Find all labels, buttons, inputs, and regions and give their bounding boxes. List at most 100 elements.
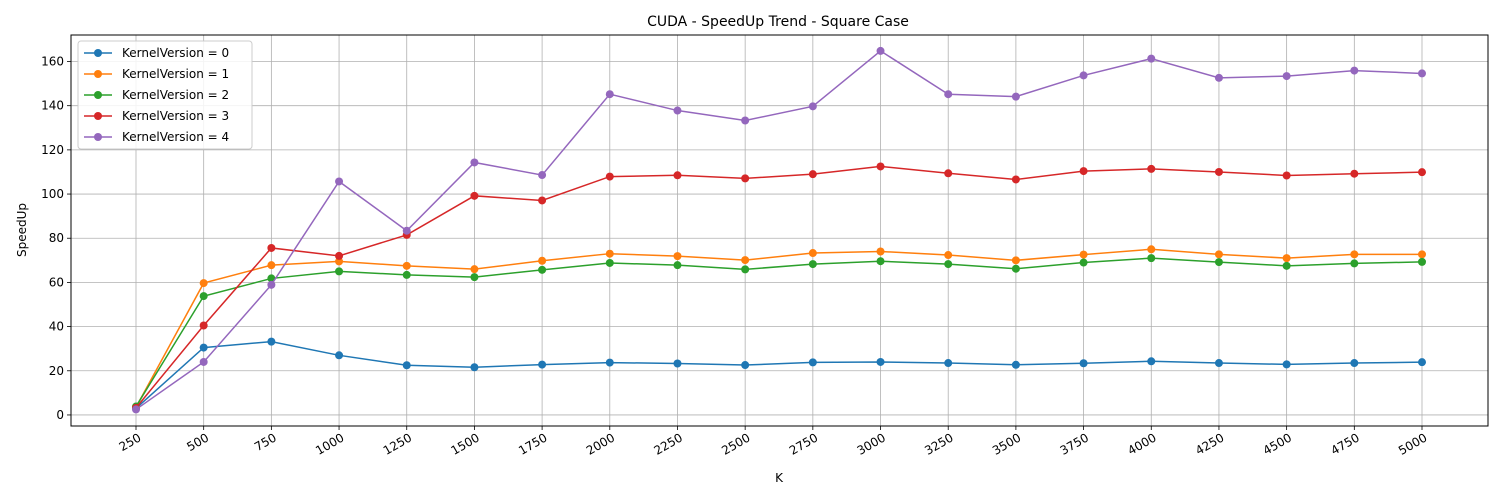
data-point (1418, 257, 1426, 266)
data-point (741, 265, 750, 274)
data-point (1079, 167, 1088, 176)
data-point (876, 247, 885, 256)
data-point (876, 46, 885, 55)
data-point (132, 405, 140, 414)
data-point (1147, 254, 1156, 263)
data-point (1282, 254, 1291, 263)
series-1 (132, 245, 1426, 412)
series-line (135, 165, 1423, 409)
y-tick-label: 140 (41, 99, 64, 113)
data-point (402, 226, 411, 235)
legend-marker (94, 70, 102, 78)
y-tick-label: 160 (41, 55, 64, 69)
legend-marker (94, 112, 102, 120)
series-line (135, 340, 1423, 409)
data-point (1350, 66, 1359, 75)
data-point (1011, 264, 1020, 273)
data-point (199, 292, 208, 301)
data-point (199, 343, 208, 352)
legend-marker (94, 49, 102, 57)
series-3 (132, 162, 1426, 412)
data-point (741, 116, 750, 125)
data-point (1418, 69, 1426, 78)
chart-title: CUDA - SpeedUp Trend - Square Case (647, 14, 909, 30)
data-point (470, 273, 479, 282)
data-point (335, 177, 344, 186)
data-point (199, 279, 208, 288)
data-point (199, 357, 208, 366)
data-point (1147, 357, 1156, 366)
series-2 (132, 254, 1426, 411)
data-point (876, 357, 885, 366)
data-point (335, 257, 344, 266)
data-point (1282, 360, 1291, 369)
legend-label: KernelVersion = 3 (122, 109, 229, 123)
data-point (1214, 258, 1223, 267)
series-line (135, 257, 1423, 407)
y-tick-label: 80 (49, 231, 64, 245)
y-tick-label: 120 (41, 143, 64, 157)
data-point (538, 196, 547, 205)
data-point (741, 361, 750, 370)
data-point (1214, 250, 1223, 259)
data-point (741, 174, 750, 183)
data-point (1282, 72, 1291, 81)
y-tick-label: 40 (49, 320, 64, 334)
data-point (538, 256, 547, 265)
data-point (605, 358, 614, 367)
legend-item-0: KernelVersion = 0 (84, 46, 229, 60)
data-point (402, 270, 411, 279)
data-point (673, 359, 682, 368)
data-point (605, 258, 614, 267)
data-point (876, 162, 885, 171)
data-point (267, 337, 276, 346)
data-point (267, 261, 276, 270)
data-point (470, 265, 479, 274)
data-point (808, 249, 817, 258)
data-point (335, 351, 344, 360)
legend-marker (94, 133, 102, 141)
data-point (605, 90, 614, 99)
data-point (1147, 245, 1156, 254)
data-point (199, 321, 208, 330)
data-point (470, 363, 479, 372)
data-point (1011, 360, 1020, 369)
data-point (1079, 258, 1088, 267)
data-point (1011, 175, 1020, 184)
data-point (1079, 250, 1088, 259)
data-point (1418, 358, 1426, 367)
data-point (470, 158, 479, 167)
data-point (1147, 164, 1156, 173)
data-point (1350, 250, 1359, 259)
data-point (335, 267, 344, 276)
data-point (538, 171, 547, 180)
legend-item-4: KernelVersion = 4 (84, 130, 229, 144)
legend-label: KernelVersion = 4 (122, 130, 229, 144)
data-point (402, 361, 411, 370)
data-point (944, 359, 953, 368)
data-point (944, 260, 953, 269)
data-point (1079, 359, 1088, 368)
data-point (1011, 256, 1020, 265)
data-point (673, 261, 682, 270)
data-point (944, 169, 953, 178)
legend: KernelVersion = 0 KernelVersion = 1 Kernel… (77, 40, 253, 150)
data-point (538, 265, 547, 274)
data-point (944, 251, 953, 260)
data-point (1214, 167, 1223, 176)
data-point (267, 280, 276, 289)
data-point (605, 172, 614, 181)
data-point (673, 171, 682, 180)
data-point (538, 360, 547, 369)
data-point (808, 260, 817, 269)
y-tick-label: 0 (56, 408, 64, 422)
data-point (876, 257, 885, 266)
data-point (402, 261, 411, 270)
data-point (1147, 54, 1156, 63)
data-point (1079, 71, 1088, 80)
y-tick-label: 60 (49, 275, 64, 289)
legend-box (77, 40, 253, 150)
data-point (1418, 168, 1426, 177)
data-point (470, 191, 479, 200)
